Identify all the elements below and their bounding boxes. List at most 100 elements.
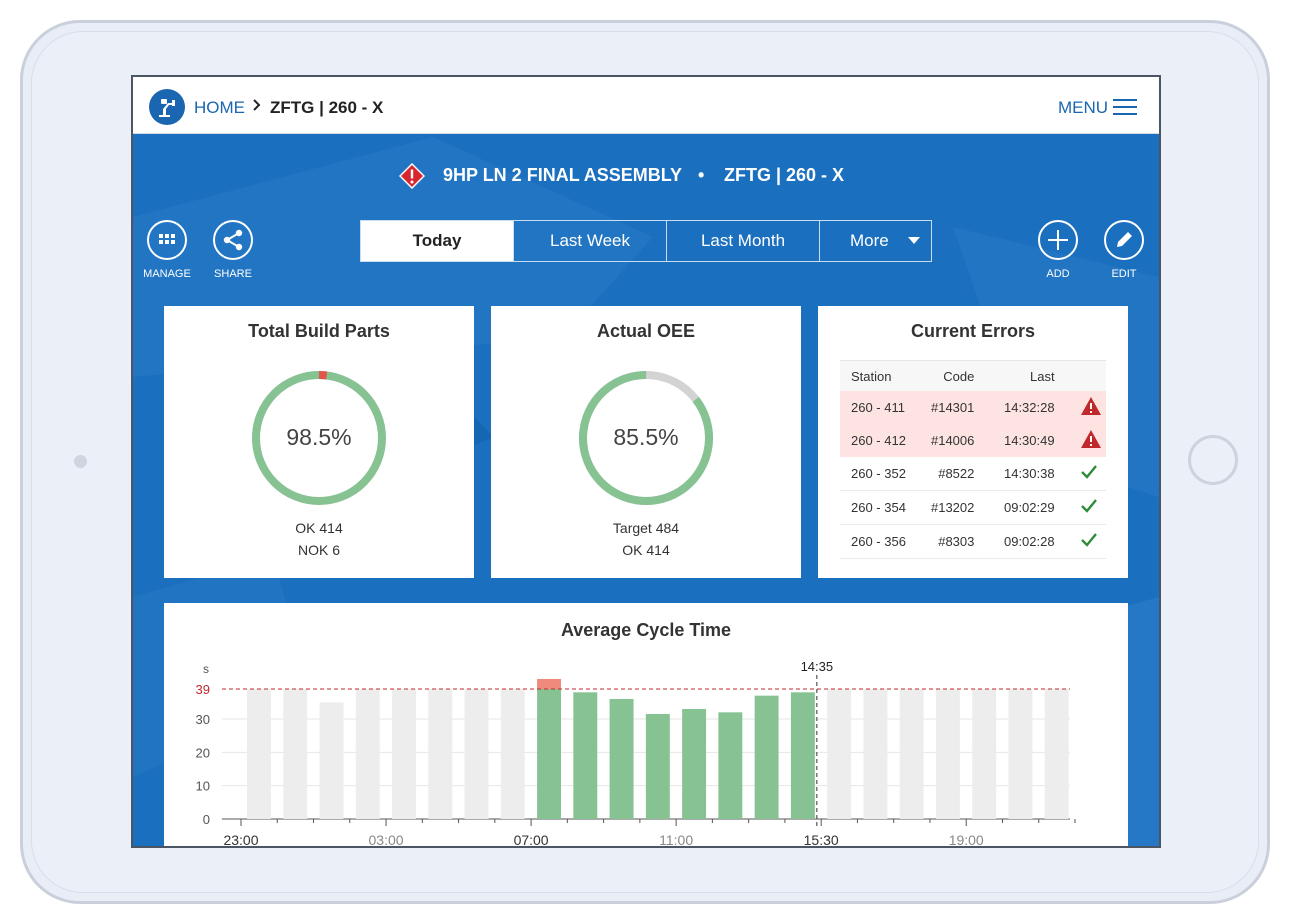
share-button[interactable]: [213, 220, 253, 260]
add-button[interactable]: [1038, 220, 1078, 260]
x-tick-label: 07:00: [514, 832, 549, 848]
column-header-code: Code: [910, 360, 983, 391]
chart-bar-over-threshold: [537, 679, 562, 689]
tab-last-month[interactable]: Last Month: [667, 221, 820, 261]
x-tick-label: 15:30: [804, 832, 839, 848]
tab-today[interactable]: Today: [361, 221, 514, 261]
code-cell: #8303: [910, 524, 983, 559]
chart-bar: [682, 709, 707, 819]
breadcrumb-current: ZFTG | 260 - X: [270, 98, 384, 117]
chart-bar: [573, 692, 598, 819]
chart-bar: [609, 699, 634, 819]
menu-label[interactable]: MENU: [1058, 98, 1109, 117]
last-cell: 09:02:29: [982, 490, 1069, 525]
x-tick-label: 11:00: [659, 832, 693, 848]
y-tick-label: 20: [196, 745, 210, 760]
chart-bar: [500, 689, 525, 819]
current-time-label: 14:35: [801, 659, 834, 674]
average-cycle-time-card: Average Cycle Time 0 10 20 30 s 39 14:35 23:00 0…: [164, 603, 1128, 848]
build-parts-donut: [252, 371, 386, 505]
chart-bar: [428, 689, 453, 819]
chart-bar: [464, 689, 489, 819]
alert-diamond-icon: [398, 162, 426, 190]
share-label: SHARE: [214, 268, 252, 280]
table-row[interactable]: 260 - 352 #8522 14:30:38: [840, 457, 1106, 491]
chart-bar: [718, 712, 743, 819]
edit-label: EDIT: [1111, 268, 1137, 280]
code-cell: #8522: [910, 457, 983, 491]
station-cell: 260 - 352: [840, 457, 911, 491]
nok-count: NOK 6: [297, 542, 340, 558]
period-tabs: Today Last Week Last Month More: [360, 220, 932, 262]
threshold-label: 39: [196, 682, 210, 697]
chart-bar: [355, 689, 380, 819]
robot-arm-logo-icon[interactable]: [149, 89, 185, 125]
breadcrumb-chevron-icon: [251, 96, 263, 119]
table-row[interactable]: 260 - 411 #14301 14:32:28: [840, 391, 1106, 424]
tab-more-dropdown[interactable]: More: [820, 221, 931, 261]
tab-last-week[interactable]: Last Week: [514, 221, 667, 261]
pencil-icon: [1117, 232, 1132, 247]
actual-oee-card: Actual OEE 85.5% Target 484 OK 414: [491, 306, 801, 578]
card-title: Actual OEE: [596, 321, 696, 341]
caret-down-icon: [908, 237, 920, 244]
oee-value: 85.5%: [613, 424, 679, 450]
table-row[interactable]: 260 - 356 #8303 09:02:28: [840, 524, 1106, 559]
x-tick-label: 03:00: [369, 832, 404, 848]
chart-bar: [972, 689, 997, 819]
breadcrumb-home-link[interactable]: HOME: [194, 98, 245, 117]
column-header-station: Station: [840, 360, 911, 391]
last-cell: 09:02:28: [982, 524, 1069, 559]
chart-bar: [1044, 689, 1069, 819]
chart-bar: [392, 689, 416, 819]
card-title: Current Errors: [910, 321, 1036, 341]
chart-bar: [283, 689, 308, 819]
cycle-time-chart: 0 10 20 30 s 39 14:35 23:00 03:00 07:00 11:00 15:30…: [196, 659, 1076, 848]
code-cell: #14006: [910, 424, 983, 457]
manage-button[interactable]: [147, 220, 187, 260]
oee-arc: [579, 371, 713, 505]
last-cell: 14:30:49: [982, 424, 1069, 457]
oee-ok: OK 414: [622, 542, 670, 558]
station-cell: 260 - 354: [840, 490, 911, 525]
chart-bar: [754, 695, 779, 819]
hardware-home-button[interactable]: [1188, 435, 1238, 485]
edit-button[interactable]: [1104, 220, 1144, 260]
y-tick-label: 30: [196, 712, 210, 727]
chart-bar: [899, 689, 924, 819]
chart-bar: [247, 689, 271, 819]
station-cell: 260 - 412: [840, 424, 911, 457]
column-header-status: [1068, 360, 1106, 391]
ok-count: OK 414: [295, 520, 343, 536]
y-tick-label: 10: [196, 779, 210, 794]
x-tick-label: 23:00: [223, 832, 258, 848]
column-header-last: Last: [982, 360, 1069, 391]
tab-more-label: More: [850, 231, 889, 250]
table-row[interactable]: 260 - 412 #14006 14:30:49: [840, 424, 1106, 457]
card-title: Total Build Parts: [248, 321, 390, 341]
share-icon: [223, 229, 243, 251]
table-header-row: Station Code Last: [840, 360, 1106, 391]
chart-bar: [319, 702, 344, 819]
oee-target: Target 484: [612, 520, 680, 536]
y-axis-unit: s: [203, 662, 209, 676]
line-title: 9HP LN 2 FINAL ASSEMBLY: [443, 165, 683, 185]
last-cell: 14:32:28: [982, 391, 1069, 424]
table-row[interactable]: 260 - 354 #13202 09:02:29: [840, 490, 1106, 525]
chart-bar: [935, 689, 960, 819]
checkmark-icon: [1068, 457, 1106, 491]
chart-bar: [1008, 689, 1033, 819]
code-cell: #14301: [910, 391, 983, 424]
app-screen: HOME ZFTG | 260 - X MENU 9HP LN 2 FINAL …: [131, 75, 1161, 848]
hamburger-menu-icon[interactable]: [1113, 98, 1137, 116]
plus-icon: [1048, 230, 1068, 250]
checkmark-icon: [1068, 490, 1106, 525]
warning-triangle-icon: [1068, 391, 1106, 424]
code-cell: #13202: [910, 490, 983, 525]
top-bar: HOME ZFTG | 260 - X MENU: [133, 77, 1159, 134]
station-cell: 260 - 411: [840, 391, 911, 424]
chart-bar: [537, 689, 562, 819]
grid-icon: [159, 234, 175, 244]
y-tick-label: 0: [203, 812, 210, 827]
build-parts-value: 98.5%: [286, 424, 352, 450]
